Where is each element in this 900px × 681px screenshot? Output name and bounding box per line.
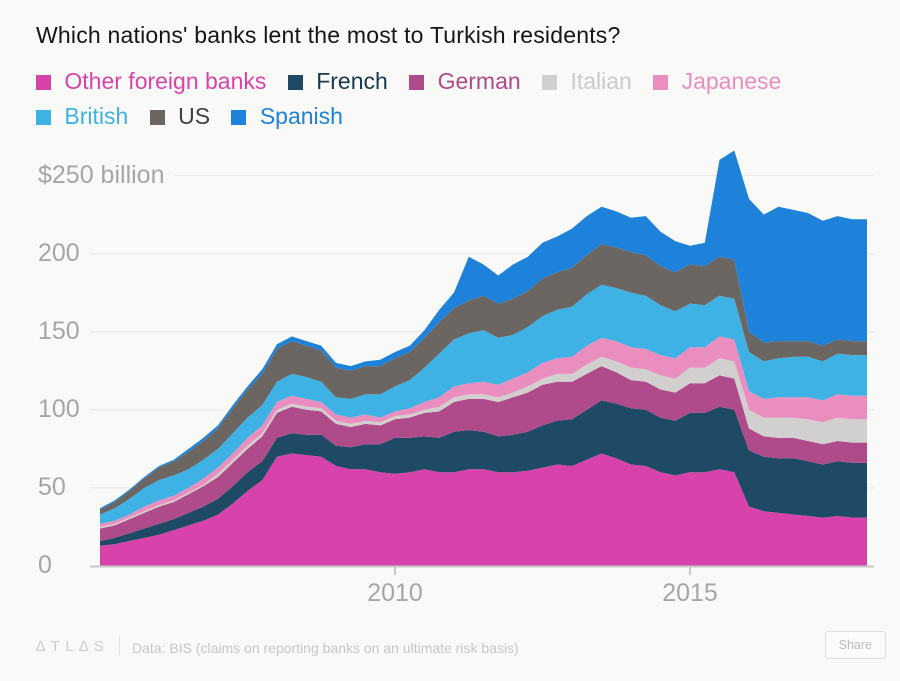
legend-item-french: French xyxy=(287,68,388,94)
area-us xyxy=(100,244,867,515)
x-tick-label: 2010 xyxy=(367,579,423,607)
legend-swatch-spanish xyxy=(231,110,247,125)
page-title: Which nations' banks lent the most to Tu… xyxy=(36,22,621,48)
chart-legend: Other foreign banks French German Italia… xyxy=(36,64,806,134)
y-tick-label: 50 xyxy=(38,472,66,501)
legend-swatch-us xyxy=(149,110,165,125)
legend-label: US xyxy=(178,103,211,129)
legend-item-us: US xyxy=(149,103,211,129)
legend-swatch-italian xyxy=(542,75,558,90)
legend-label: Italian xyxy=(570,68,632,94)
legend-item-japanese: Japanese xyxy=(653,68,781,94)
atlas-logo: ∆TL∆S xyxy=(36,638,110,655)
legend-item-spanish: Spanish xyxy=(231,103,343,129)
legend-item-british: British xyxy=(36,103,128,129)
y-tick-label: 200 xyxy=(38,238,80,267)
data-source-note: Data: BIS (claims on reporting banks on … xyxy=(132,640,519,656)
legend-label: Spanish xyxy=(259,103,343,129)
legend-swatch-japanese xyxy=(653,75,669,90)
area-french xyxy=(100,400,867,546)
y-tick-label: 100 xyxy=(38,394,80,423)
y-tick-label: 150 xyxy=(38,316,80,345)
legend-label: Japanese xyxy=(681,68,782,94)
legend-item-italian: Italian xyxy=(542,68,632,94)
legend-label: Other foreign banks xyxy=(64,68,267,94)
legend-swatch-british xyxy=(36,110,51,125)
legend-label: French xyxy=(316,68,388,94)
x-tick-label: 2015 xyxy=(662,579,718,607)
area-german xyxy=(100,366,867,541)
area-other-foreign-banks xyxy=(100,453,867,566)
area-italian xyxy=(100,356,867,529)
share-button[interactable]: Share xyxy=(824,631,886,659)
y-tick-label: $250 billion xyxy=(38,160,174,190)
footer-divider xyxy=(119,636,120,655)
legend-swatch-french xyxy=(287,75,303,90)
area-british xyxy=(100,284,867,524)
y-tick-label: 0 xyxy=(38,550,52,579)
legend-label: British xyxy=(64,103,129,129)
legend-label: German xyxy=(437,68,521,94)
legend-swatch-other-foreign-banks xyxy=(36,75,51,90)
legend-swatch-german xyxy=(409,75,425,90)
legend-item-german: German xyxy=(409,68,521,94)
legend-item-other-foreign-banks: Other foreign banks xyxy=(36,68,266,94)
